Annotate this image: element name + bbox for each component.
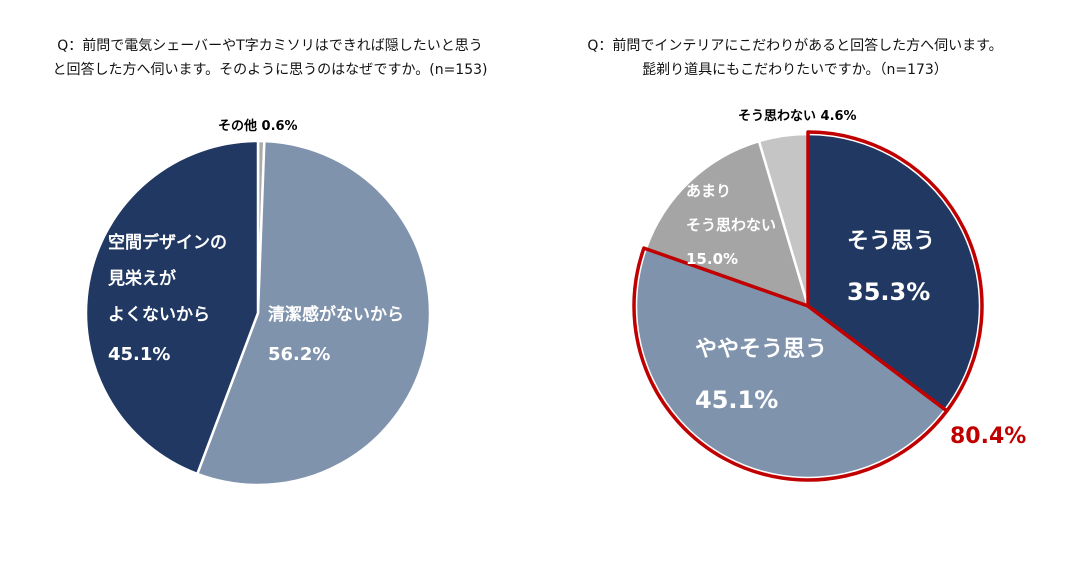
chart-1-title: Q：前問で電気シェーバーやT字カミソリはできれば隠したいと思う と回答した方へ伺… (40, 34, 500, 82)
chart-2-label-あまりそう思わない-line-1: あまり (686, 182, 731, 200)
chart-2-slice-そう思う (806, 132, 982, 411)
chart-2-title-line-1: Q：前問でインテリアにこだわりがあると回答した方へ伺います。 (587, 38, 1003, 54)
chart-2-highlight-total-label: 80.4% (950, 424, 1026, 449)
chart-1-label-清潔感がないから-line-1: 清潔感がないから (268, 304, 404, 325)
chart-2-label-あまりそう思わない-value: 15.0% (686, 250, 738, 268)
chart-1-label-その他: その他 0.6% (218, 118, 298, 134)
chart-2-label-そう思う-value: 35.3% (847, 278, 930, 306)
chart-2-label-そう思わない: そう思わない 4.6% (738, 109, 857, 124)
chart-2-slice-あまりそう思わない (644, 139, 810, 308)
chart-2-label-そう思う-line-1: そう思う (847, 229, 935, 254)
chart-1-slice-空間デザインの見栄えがよくないから (84, 139, 260, 476)
chart-2-label-あまりそう思わない-line-2: そう思わない (686, 216, 776, 234)
chart-2-highlight-outline-ややそう思う (632, 246, 949, 482)
chart-1-title-line-1: Q：前問で電気シェーバーやT字カミソリはできれば隠したいと思う (57, 38, 483, 54)
chart-2-label-ややそう思う-line-1: ややそう思う (695, 337, 827, 362)
chart-2-slice-ややそう思う (634, 247, 947, 480)
chart-2-title-line-2: 髭剃り道具にもこだわりたいですか。（n=173） (642, 62, 948, 78)
chart-1-title-line-2: と回答した方へ伺います。そのように思うのはなぜですか。(n=153) (52, 62, 488, 78)
chart-1-label-空間デザインの見栄えがよくないから-line-2: 見栄えが (107, 268, 176, 289)
chart-1-label-空間デザインの見栄えがよくないから-line-3: よくないから (108, 305, 210, 325)
chart-2-title: Q：前問でインテリアにこだわりがあると回答した方へ伺います。 髭剃り道具にもこだ… (560, 34, 1030, 82)
chart-2-highlight-outline-そう思う (806, 130, 984, 413)
chart-1-label-清潔感がないから-value: 56.2% (268, 344, 330, 365)
chart-1-label-空間デザインの見栄えがよくないから-line-1: 空間デザインの (108, 232, 227, 253)
chart-1-label-空間デザインの見栄えがよくないから-value: 45.1% (108, 344, 170, 365)
chart-1-slice-清潔感がないから (196, 139, 432, 487)
chart-2-label-ややそう思う-value: 45.1% (695, 386, 778, 414)
